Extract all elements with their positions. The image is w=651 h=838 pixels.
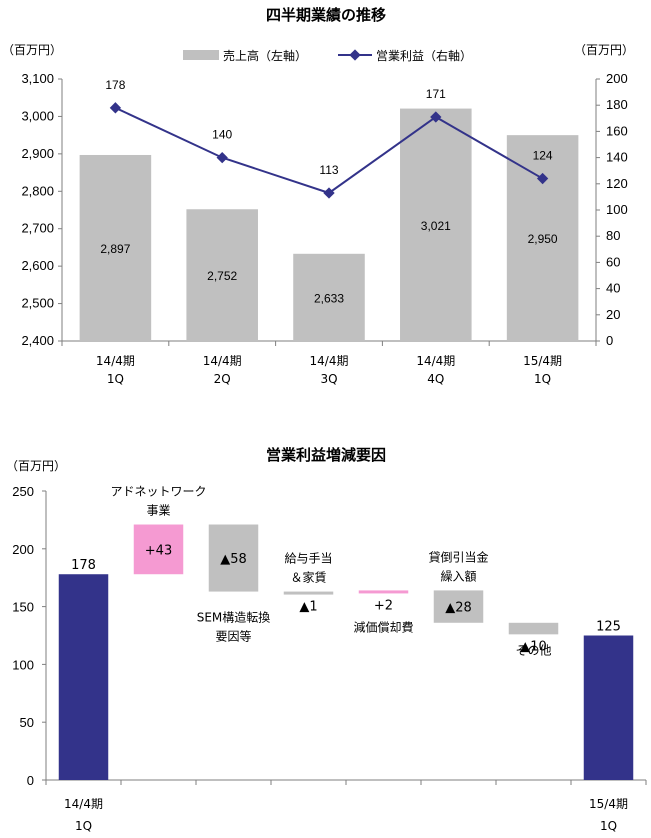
waterfall-delta-bar [508, 622, 559, 635]
left-tick-label: 3,100 [21, 71, 54, 86]
left-tick-label: 2,400 [21, 333, 54, 348]
waterfall-delta-value-label: +2 [374, 598, 393, 613]
waterfall-delta-value-label: ▲10 [520, 639, 547, 654]
sales-bar [79, 154, 152, 341]
profit-marker [109, 102, 122, 114]
x-category-label: 3Q [320, 372, 337, 386]
waterfall-category-label: 1Q [600, 819, 617, 833]
profit-value-label: 178 [105, 78, 125, 92]
x-category-label: 4Q [427, 372, 444, 386]
waterfall-y-tick-label: 0 [27, 773, 34, 788]
right-tick-label: 60 [606, 254, 620, 269]
right-tick-label: 0 [606, 333, 613, 348]
profit-value-label: 124 [533, 149, 553, 163]
x-category-label: 14/4期 [203, 354, 242, 368]
waterfall-factor-label: 減価償却費 [353, 619, 413, 634]
waterfall-factor-label: 要因等 [215, 630, 251, 644]
sales-bar-value-label: 2,752 [207, 269, 237, 283]
waterfall-delta-bar [133, 524, 184, 575]
quarterly-performance-chart: 四半期業績の推移 （百万円） （百万円） 売上高（左軸） 営業利益（右軸） 2,… [2, 6, 634, 386]
legend-sales-swatch [183, 50, 219, 60]
waterfall-factor-label: アドネットワーク [110, 485, 206, 499]
waterfall-factor-label: SEM構造転換 [197, 611, 271, 625]
waterfall-category-label: 15/4期 [589, 797, 628, 811]
waterfall-total-value-label: 125 [596, 620, 621, 635]
chart2-unit: （百万円） [6, 459, 66, 473]
sales-bar [506, 135, 579, 341]
x-category-label: 2Q [214, 372, 231, 386]
profit-value-label: 171 [426, 87, 446, 101]
sales-bar-value-label: 2,897 [100, 242, 130, 256]
right-tick-label: 160 [606, 123, 628, 138]
waterfall-total-value-label: 178 [71, 558, 96, 573]
sales-bar [293, 253, 365, 341]
profit-marker [323, 187, 335, 199]
waterfall-y-tick-label: 150 [12, 600, 34, 615]
waterfall-y-tick-label: 250 [12, 484, 34, 499]
right-tick-label: 120 [606, 176, 628, 191]
waterfall-y-tick-label: 100 [12, 657, 34, 672]
left-tick-label: 2,600 [21, 258, 54, 273]
chart1-right-unit: （百万円） [574, 43, 634, 57]
legend-sales-label: 売上高（左軸） [223, 48, 307, 63]
chart2-title: 営業利益増減要因 [266, 446, 386, 464]
waterfall-delta-bar [283, 591, 334, 595]
left-tick-label: 2,500 [21, 296, 54, 311]
right-tick-label: 20 [606, 307, 620, 322]
profit-value-label: 140 [212, 128, 232, 142]
left-tick-label: 2,700 [21, 221, 54, 236]
sales-bar [400, 108, 472, 341]
waterfall-factor-label: 繰入額 [440, 569, 476, 583]
legend-profit-marker [349, 49, 361, 61]
waterfall-delta-value-label: +43 [145, 543, 172, 558]
x-category-label: 14/4期 [416, 354, 455, 368]
right-tick-label: 80 [606, 228, 620, 243]
operating-profit-waterfall-chart: 営業利益増減要因 （百万円） 0 50 100 150 200 250 178 14/4期 1Q… [6, 446, 647, 833]
waterfall-delta-bar [358, 590, 409, 594]
x-category-label: 15/4期 [523, 354, 562, 368]
left-tick-label: 3,000 [21, 108, 54, 123]
x-category-label: 14/4期 [310, 354, 349, 368]
waterfall-delta-value-label: ▲28 [445, 601, 472, 616]
waterfall-delta-value-label: ▲58 [220, 552, 247, 567]
waterfall-total-bar [58, 574, 109, 780]
waterfall-total-bar [583, 635, 634, 780]
left-tick-label: 2,800 [21, 183, 54, 198]
left-tick-label: 2,900 [21, 146, 54, 161]
waterfall-y-tick-label: 200 [12, 542, 34, 557]
waterfall-category-label: 14/4期 [64, 797, 103, 811]
x-category-label: 14/4期 [96, 354, 135, 368]
sales-bar-value-label: 3,021 [421, 219, 451, 233]
right-tick-label: 140 [606, 150, 628, 165]
right-tick-label: 200 [606, 71, 628, 86]
waterfall-delta-bar [208, 524, 259, 592]
x-category-label: 1Q [107, 372, 124, 386]
waterfall-factor-label: 事業 [146, 504, 170, 518]
waterfall-factor-label: 貸倒引当金 [428, 549, 488, 564]
right-tick-label: 40 [606, 281, 620, 296]
profit-value-label: 113 [319, 163, 338, 177]
profit-marker [216, 151, 228, 164]
chart1-title: 四半期業績の推移 [266, 6, 386, 24]
sales-bar-value-label: 2,633 [314, 291, 344, 305]
sales-bar-value-label: 2,950 [528, 232, 558, 246]
legend-profit-label: 営業利益（右軸） [376, 48, 472, 63]
waterfall-factor-label: ＆家賃 [290, 570, 326, 585]
profit-line [114, 106, 544, 195]
waterfall-y-tick-label: 50 [20, 715, 34, 730]
sales-bar [186, 209, 258, 341]
right-tick-label: 180 [606, 97, 628, 112]
right-tick-label: 100 [606, 202, 628, 217]
chart1-left-unit: （百万円） [2, 43, 62, 57]
waterfall-factor-label: その他 [515, 643, 551, 657]
waterfall-category-label: 1Q [75, 819, 92, 833]
x-category-label: 1Q [534, 372, 551, 386]
waterfall-factor-label: 給与手当 [284, 552, 332, 566]
waterfall-delta-bar [433, 590, 484, 623]
profit-marker [536, 172, 549, 185]
waterfall-delta-value-label: ▲1 [299, 600, 317, 615]
